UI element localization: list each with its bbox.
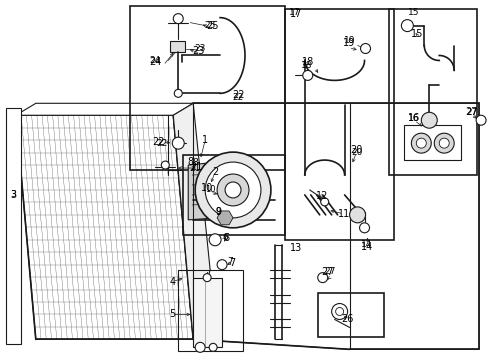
Text: 25: 25 xyxy=(205,21,218,31)
Circle shape xyxy=(415,138,426,148)
Polygon shape xyxy=(188,162,218,220)
Circle shape xyxy=(335,307,343,315)
Circle shape xyxy=(217,174,248,206)
Circle shape xyxy=(302,71,312,80)
Text: 17: 17 xyxy=(288,8,300,17)
Text: 23: 23 xyxy=(194,44,205,53)
Text: 4: 4 xyxy=(169,276,175,287)
Circle shape xyxy=(195,342,205,352)
Text: 24: 24 xyxy=(149,56,161,65)
Text: 5: 5 xyxy=(169,310,175,319)
Circle shape xyxy=(359,223,369,233)
Text: 3: 3 xyxy=(10,190,16,199)
Text: 8: 8 xyxy=(187,157,193,167)
Bar xyxy=(193,278,222,347)
Text: 24: 24 xyxy=(149,58,161,67)
Text: 8: 8 xyxy=(192,158,198,167)
Polygon shape xyxy=(193,103,478,349)
Bar xyxy=(404,125,460,160)
Polygon shape xyxy=(217,211,233,225)
Circle shape xyxy=(173,14,183,24)
Circle shape xyxy=(317,273,327,283)
Text: 3: 3 xyxy=(10,190,16,200)
Text: 21: 21 xyxy=(189,163,201,172)
Text: 12: 12 xyxy=(315,191,327,201)
Text: 6: 6 xyxy=(222,233,227,242)
Circle shape xyxy=(174,89,182,97)
Text: 22: 22 xyxy=(156,139,167,148)
Polygon shape xyxy=(16,103,193,115)
Text: 9: 9 xyxy=(215,207,220,216)
Circle shape xyxy=(172,137,184,149)
Circle shape xyxy=(475,115,485,125)
Text: 18: 18 xyxy=(301,58,313,67)
Bar xyxy=(183,155,285,235)
Text: 26: 26 xyxy=(341,314,353,324)
Text: 25: 25 xyxy=(204,21,215,30)
Bar xyxy=(285,9,394,240)
Text: 27: 27 xyxy=(324,267,335,276)
Circle shape xyxy=(349,207,365,223)
Circle shape xyxy=(410,133,430,153)
Text: 10: 10 xyxy=(201,183,213,193)
Circle shape xyxy=(161,161,169,169)
Text: 11: 11 xyxy=(337,209,349,219)
Text: 19: 19 xyxy=(343,36,355,45)
Circle shape xyxy=(438,138,448,148)
Text: 18: 18 xyxy=(301,61,312,70)
Circle shape xyxy=(205,162,261,218)
Text: 21: 21 xyxy=(190,162,202,172)
Circle shape xyxy=(224,182,241,198)
Text: 27: 27 xyxy=(464,107,476,117)
Text: 27: 27 xyxy=(466,108,477,117)
Text: 22: 22 xyxy=(231,90,244,100)
Text: 22: 22 xyxy=(152,137,164,147)
Text: 15: 15 xyxy=(407,8,418,17)
Text: 9: 9 xyxy=(215,207,221,217)
Text: 19: 19 xyxy=(342,37,354,48)
Polygon shape xyxy=(16,115,193,339)
Circle shape xyxy=(203,274,211,282)
Circle shape xyxy=(401,20,412,32)
Circle shape xyxy=(331,303,347,319)
Circle shape xyxy=(421,112,436,128)
Text: 1: 1 xyxy=(202,135,208,145)
Text: 7: 7 xyxy=(227,257,232,266)
Text: 10: 10 xyxy=(204,185,215,194)
Bar xyxy=(130,6,285,170)
Circle shape xyxy=(209,234,221,246)
Circle shape xyxy=(209,343,217,351)
Bar xyxy=(388,9,476,175)
Circle shape xyxy=(360,44,370,54)
Text: 20: 20 xyxy=(350,145,362,155)
Bar xyxy=(178,270,243,351)
Text: 2: 2 xyxy=(212,167,218,177)
Text: 27: 27 xyxy=(321,267,333,276)
Text: 13: 13 xyxy=(289,243,301,253)
Text: 14: 14 xyxy=(360,240,371,249)
Text: 23: 23 xyxy=(192,45,204,55)
Bar xyxy=(170,41,185,53)
Text: 15: 15 xyxy=(410,28,423,39)
Circle shape xyxy=(320,198,328,206)
Text: 16: 16 xyxy=(407,113,420,123)
Text: 22: 22 xyxy=(232,93,243,102)
Polygon shape xyxy=(173,103,210,339)
Text: 7: 7 xyxy=(228,258,235,268)
Text: 6: 6 xyxy=(223,233,229,243)
Polygon shape xyxy=(6,108,21,345)
Text: 16: 16 xyxy=(407,114,418,123)
Text: 20: 20 xyxy=(350,148,362,157)
Text: 17: 17 xyxy=(289,9,302,19)
Circle shape xyxy=(433,133,453,153)
Bar xyxy=(317,293,384,337)
Text: 14: 14 xyxy=(361,242,373,252)
Circle shape xyxy=(195,152,270,228)
Circle shape xyxy=(217,260,226,270)
